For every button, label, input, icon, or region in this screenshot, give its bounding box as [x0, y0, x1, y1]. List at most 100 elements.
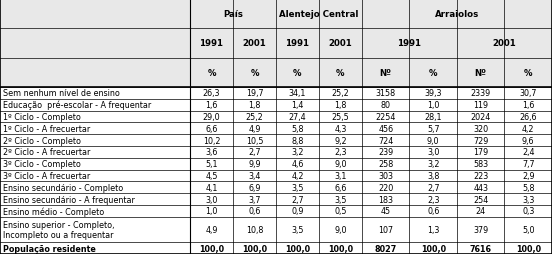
Text: 9,9: 9,9	[248, 160, 261, 168]
Text: %: %	[524, 69, 533, 77]
Text: 3,5: 3,5	[334, 195, 347, 204]
Text: Sem nenhum nível de ensino: Sem nenhum nível de ensino	[3, 89, 120, 98]
Text: 27,4: 27,4	[289, 113, 306, 121]
Text: 5,7: 5,7	[427, 124, 439, 133]
Text: 2254: 2254	[375, 113, 396, 121]
Text: 3,2: 3,2	[427, 160, 439, 168]
Text: 320: 320	[473, 124, 489, 133]
Text: 1,8: 1,8	[248, 101, 261, 110]
Text: 724: 724	[378, 136, 394, 145]
Text: 1º Ciclo - Completo: 1º Ciclo - Completo	[3, 113, 81, 121]
Text: 100,0: 100,0	[328, 244, 353, 253]
Text: 583: 583	[473, 160, 489, 168]
Text: Nº: Nº	[380, 69, 392, 77]
Text: 0,9: 0,9	[291, 207, 304, 215]
Text: 6,6: 6,6	[205, 124, 217, 133]
Text: 2339: 2339	[471, 89, 491, 98]
Text: Ensino médio - Completo: Ensino médio - Completo	[3, 206, 104, 216]
Text: 8,8: 8,8	[291, 136, 304, 145]
Text: 1,6: 1,6	[522, 101, 534, 110]
Text: 100,0: 100,0	[242, 244, 267, 253]
Text: 3,6: 3,6	[205, 148, 217, 157]
Text: 9,0: 9,0	[427, 136, 439, 145]
Text: 119: 119	[473, 101, 489, 110]
Text: 30,7: 30,7	[519, 89, 537, 98]
Text: 3,2: 3,2	[291, 148, 304, 157]
Text: 2,4: 2,4	[522, 148, 534, 157]
Text: 3,5: 3,5	[291, 225, 304, 234]
Text: 223: 223	[473, 171, 489, 180]
Text: 3,1: 3,1	[335, 171, 347, 180]
Text: 4,2: 4,2	[291, 171, 304, 180]
Text: País: País	[223, 10, 243, 19]
Text: 5,1: 5,1	[205, 160, 218, 168]
Text: 2,7: 2,7	[427, 183, 439, 192]
Text: Ensino superior - Completo,
Incompleto ou a frequentar: Ensino superior - Completo, Incompleto o…	[3, 220, 114, 239]
Text: 0,6: 0,6	[248, 207, 261, 215]
Text: 2,3: 2,3	[334, 148, 347, 157]
Text: 3º Ciclo - A frecuertar: 3º Ciclo - A frecuertar	[3, 171, 90, 180]
Bar	[0, 0, 552, 29]
Text: 3,3: 3,3	[522, 195, 534, 204]
Text: 2,9: 2,9	[522, 171, 534, 180]
Text: 4,1: 4,1	[205, 183, 217, 192]
Text: %: %	[293, 69, 302, 77]
Text: 6,6: 6,6	[335, 183, 347, 192]
Text: 26,6: 26,6	[519, 113, 537, 121]
Text: 26,3: 26,3	[203, 89, 220, 98]
Text: 5,8: 5,8	[291, 124, 304, 133]
Text: 4,9: 4,9	[248, 124, 261, 133]
Text: 220: 220	[378, 183, 394, 192]
Text: 29,0: 29,0	[203, 113, 220, 121]
Text: %: %	[336, 69, 345, 77]
Text: %: %	[429, 69, 438, 77]
Text: 254: 254	[473, 195, 489, 204]
Text: 3,4: 3,4	[248, 171, 261, 180]
Text: 4,5: 4,5	[205, 171, 218, 180]
Text: 80: 80	[381, 101, 391, 110]
Text: 7616: 7616	[470, 244, 492, 253]
Text: 19,7: 19,7	[246, 89, 263, 98]
Text: 9,0: 9,0	[334, 225, 347, 234]
Text: 183: 183	[378, 195, 393, 204]
Text: 2001: 2001	[492, 39, 516, 48]
Text: 1,0: 1,0	[205, 207, 217, 215]
Text: 2º Ciclo - A frecuertar: 2º Ciclo - A frecuertar	[3, 148, 90, 157]
Text: Ensino secundário - A frequentar: Ensino secundário - A frequentar	[3, 195, 135, 204]
Text: 10,8: 10,8	[246, 225, 263, 234]
Text: 1,4: 1,4	[291, 101, 304, 110]
Text: 0,3: 0,3	[522, 207, 534, 215]
Text: 100,0: 100,0	[516, 244, 541, 253]
Text: 4,2: 4,2	[522, 124, 534, 133]
Text: 3,8: 3,8	[427, 171, 439, 180]
Text: 2024: 2024	[471, 113, 491, 121]
Text: Alentejo Central: Alentejo Central	[279, 10, 359, 19]
Text: 0,5: 0,5	[334, 207, 347, 215]
Text: 1,8: 1,8	[335, 101, 347, 110]
Text: 2,3: 2,3	[427, 195, 439, 204]
Text: 1991: 1991	[199, 39, 224, 48]
Text: 39,3: 39,3	[424, 89, 442, 98]
Text: 28,1: 28,1	[424, 113, 442, 121]
Text: 25,2: 25,2	[246, 113, 263, 121]
Text: 1,6: 1,6	[205, 101, 217, 110]
Text: 1º Ciclo - A frecuertar: 1º Ciclo - A frecuertar	[3, 124, 90, 133]
Text: 2001: 2001	[243, 39, 267, 48]
Text: 1,0: 1,0	[427, 101, 439, 110]
Text: 443: 443	[473, 183, 488, 192]
Text: 5,8: 5,8	[522, 183, 534, 192]
Text: 10,5: 10,5	[246, 136, 263, 145]
Text: 179: 179	[473, 148, 489, 157]
Text: 239: 239	[378, 148, 394, 157]
Text: %: %	[207, 69, 216, 77]
Text: 4,3: 4,3	[335, 124, 347, 133]
Text: 2001: 2001	[328, 39, 352, 48]
Text: 8027: 8027	[375, 244, 397, 253]
Text: 379: 379	[473, 225, 489, 234]
Text: Ensino secundário - Completo: Ensino secundário - Completo	[3, 183, 123, 192]
Text: 100,0: 100,0	[421, 244, 446, 253]
Text: Arraiolos: Arraiolos	[435, 10, 479, 19]
Text: 100,0: 100,0	[285, 244, 310, 253]
Text: %: %	[250, 69, 259, 77]
Text: 1991: 1991	[285, 39, 310, 48]
